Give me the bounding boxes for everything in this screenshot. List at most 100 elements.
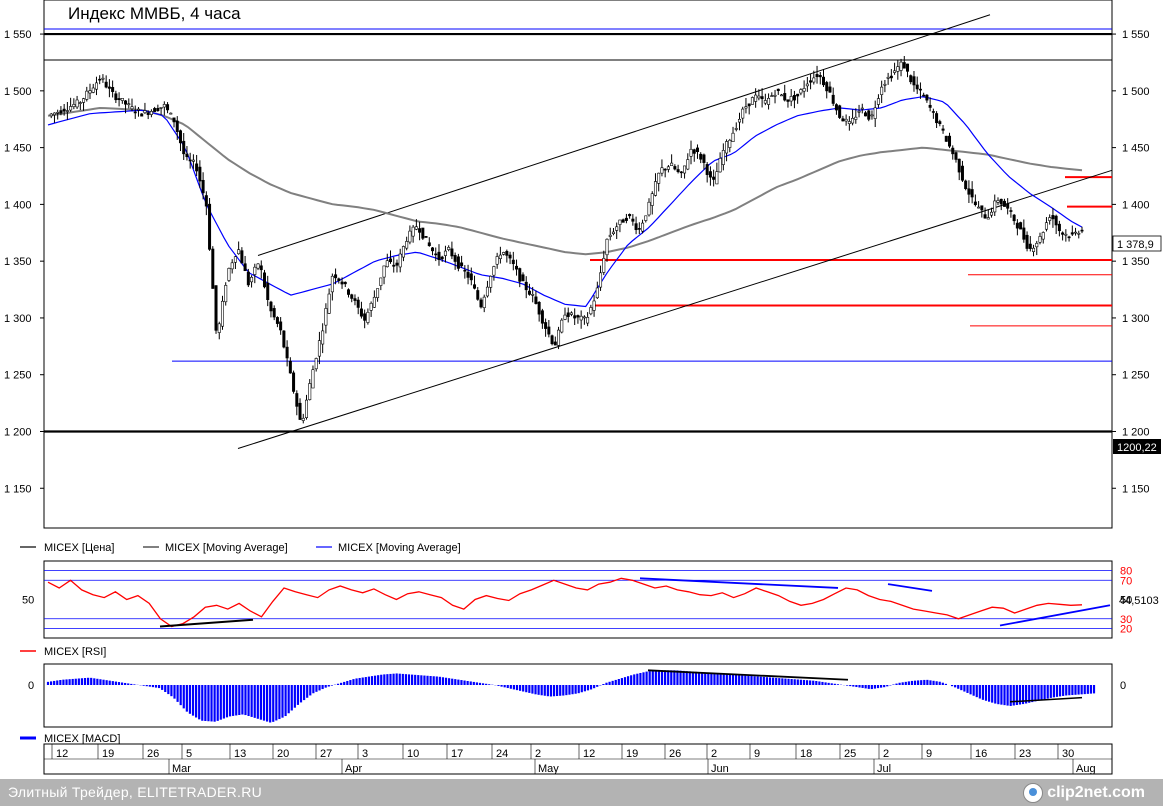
price-candle (977, 206, 981, 209)
macd-trend-line (647, 669, 849, 681)
price-candle (615, 226, 619, 231)
price-candle (1074, 231, 1078, 234)
price-candle (321, 330, 325, 345)
price-candle (876, 98, 880, 105)
x-month-label: May (538, 763, 559, 775)
price-candle (85, 90, 89, 100)
price-candle (166, 104, 170, 111)
price-candle (708, 171, 712, 178)
price-candle (776, 88, 780, 92)
price-ytick-label-left: 1 350 (4, 256, 32, 268)
price-candle (476, 290, 480, 300)
price-candle (133, 111, 137, 114)
price-candle (944, 135, 948, 142)
rsi-trend-line (639, 577, 839, 589)
price-candle (818, 75, 822, 78)
price-candle (631, 218, 635, 222)
price-candle (624, 217, 628, 221)
price-candle (918, 88, 922, 91)
price-candle (912, 76, 916, 86)
price-candle (162, 104, 166, 108)
price-candle (353, 298, 357, 301)
price-candle (621, 219, 625, 223)
price-ytick-label-right: 1 500 (1122, 86, 1150, 98)
x-day-label: 2 (711, 748, 717, 760)
price-candle (233, 256, 237, 263)
price-candle (301, 417, 305, 421)
price-candle (938, 121, 942, 125)
price-candle (821, 76, 825, 86)
price-candle (279, 321, 283, 331)
price-candle (725, 141, 729, 154)
price-candle (385, 260, 389, 268)
price-candle (747, 103, 751, 107)
price-candle (401, 246, 405, 258)
price-candle (608, 234, 612, 237)
price-candle (94, 82, 98, 90)
price-ytick-label-right: 1 200 (1122, 426, 1150, 438)
price-ytick-label-right: 1 350 (1122, 256, 1150, 268)
price-candle (602, 258, 606, 273)
price-candle (117, 98, 121, 100)
price-candle (812, 77, 816, 83)
price-candle (641, 222, 645, 232)
price-candle (563, 314, 567, 320)
price-candle (211, 248, 215, 289)
price-candle (204, 195, 208, 207)
price-candle (243, 263, 247, 272)
price-candle (466, 271, 470, 278)
price-candle (628, 214, 632, 217)
legend-ma-gray: MICEX [Moving Average] (165, 542, 288, 554)
price-candle (240, 250, 244, 264)
price-candle (156, 108, 160, 112)
price-candle (670, 162, 674, 166)
price-candle (902, 62, 906, 69)
x-day-label: 18 (800, 748, 812, 760)
x-day-label: 9 (754, 748, 760, 760)
macd-panel (43, 663, 1113, 728)
price-candle (679, 171, 683, 174)
price-candle (896, 66, 900, 72)
price-candle (62, 108, 66, 112)
price-candle (657, 172, 661, 184)
x-day-label: 3 (362, 748, 368, 760)
price-candle (1054, 215, 1058, 226)
price-candle (114, 93, 118, 101)
footer-credit: Элитный Трейдер, ELITETRADER.RU (8, 784, 263, 800)
chart-title: Индекс ММВБ, 4 часа (68, 4, 241, 23)
price-candle (208, 203, 212, 250)
price-candle (75, 99, 79, 108)
price-candle (185, 153, 189, 158)
price-candle (1080, 229, 1084, 232)
price-candle (1012, 214, 1016, 222)
price-candle (1035, 242, 1039, 248)
price-candle (246, 271, 250, 286)
price-candle (324, 308, 328, 326)
price-candle (450, 248, 454, 257)
price-candle (159, 106, 163, 109)
price-candle (650, 193, 654, 206)
price-candle (495, 256, 499, 265)
price-candle (505, 251, 509, 256)
price-candle (773, 94, 777, 97)
price-candle (834, 104, 838, 111)
price-candle (224, 285, 228, 303)
price-candle (337, 278, 341, 281)
price-candle (957, 158, 961, 173)
price-candle (676, 169, 680, 173)
price-candle (453, 255, 457, 262)
price-candle (1032, 247, 1036, 252)
price-candle (786, 99, 790, 102)
price-candle (909, 75, 913, 83)
price-candle (421, 227, 425, 239)
rsi-trend-line (159, 618, 254, 628)
price-candle (948, 135, 952, 147)
price-candle (56, 111, 60, 114)
price-candle (1025, 234, 1029, 249)
price-candle (993, 200, 997, 213)
clip2net-logo-text: clip2net.com (1047, 783, 1145, 801)
price-candle (485, 286, 489, 297)
price-candle (731, 132, 735, 143)
price-candle (683, 165, 687, 174)
